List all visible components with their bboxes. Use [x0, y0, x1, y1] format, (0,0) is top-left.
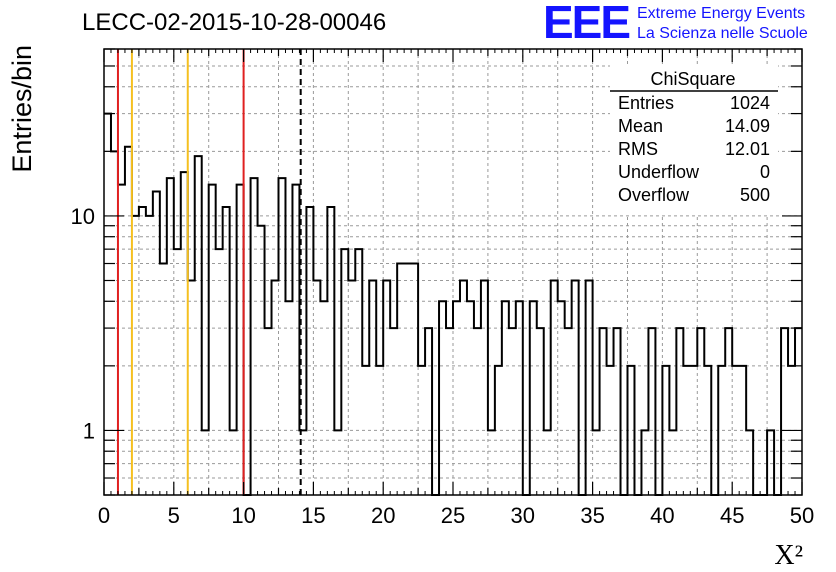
stats-box: ChiSquare Entries 1024 Mean 14.09 RMS 12…	[610, 64, 778, 214]
x-tick-label: 35	[580, 503, 604, 528]
stats-label: Mean	[618, 116, 663, 136]
x-tick-label: 30	[511, 503, 535, 528]
eee-logo-mark: EEE	[543, 0, 631, 48]
marker-lines-layer	[116, 49, 302, 495]
x-tick-label: 25	[441, 503, 465, 528]
y-tick-label: 10	[71, 204, 95, 229]
logo-line-1: Extreme Energy Events	[637, 5, 806, 22]
x-tick-label: 0	[98, 503, 110, 528]
stats-box-bg	[610, 64, 778, 214]
histogram-layer	[104, 112, 802, 496]
run-title: LECC-02-2015-10-28-00046	[82, 9, 387, 36]
x-tick-label: 45	[720, 503, 744, 528]
x-axis-label: X²	[774, 540, 803, 571]
eee-logo: EEE Extreme Energy Events La Scienza nel…	[543, 0, 835, 48]
x-tick-label: 10	[231, 503, 255, 528]
x-tick-label: 20	[371, 503, 395, 528]
stats-value: 14.09	[725, 116, 770, 136]
y-tick-label: 1	[83, 418, 95, 443]
stats-value: 12.01	[725, 139, 770, 159]
x-tick-label: 50	[790, 503, 814, 528]
x-tick-label: 15	[301, 503, 325, 528]
stats-value: 500	[740, 185, 770, 205]
tick-labels-layer: 0 5 10 15 20 25 30 35 40 45 50 1 10	[71, 204, 815, 528]
histogram-outline	[104, 112, 802, 496]
y-axis-label: Entries/bin	[7, 45, 37, 173]
stats-label: Overflow	[618, 185, 690, 205]
stats-label: RMS	[618, 139, 658, 159]
stats-value: 1024	[730, 93, 770, 113]
x-tick-label: 40	[650, 503, 674, 528]
stats-label: Underflow	[618, 162, 700, 182]
stats-label: Entries	[618, 93, 674, 113]
stats-value: 0	[760, 162, 770, 182]
stats-title: ChiSquare	[650, 69, 735, 89]
logo-line-2: La Scienza nelle Scuole	[637, 25, 808, 42]
x-tick-label: 5	[168, 503, 180, 528]
ticks-layer	[103, 48, 803, 496]
